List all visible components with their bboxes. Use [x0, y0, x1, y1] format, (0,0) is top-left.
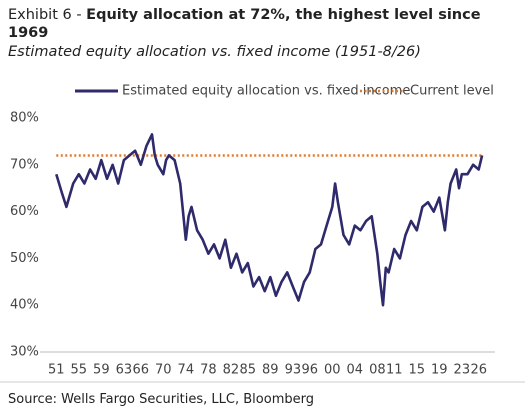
x-tick-label: 26 — [470, 363, 487, 378]
y-tick-label: 30% — [10, 345, 39, 360]
legend-label: Current level — [410, 84, 494, 99]
x-tick-label: 55 — [71, 363, 88, 378]
x-tick-label: 11 — [386, 363, 403, 378]
x-tick-label: 63 — [116, 363, 133, 378]
source: Source: Wells Fargo Securities, LLC, Blo… — [8, 392, 314, 407]
x-tick-label: 08 — [369, 363, 386, 378]
data-line — [55, 133, 484, 307]
legend-label: Estimated equity allocation vs. fixed in… — [122, 84, 410, 99]
y-tick-label: 80% — [10, 111, 39, 126]
y-tick-label: 60% — [10, 204, 39, 219]
y-tick-label: 70% — [10, 157, 39, 172]
x-tick-label: 23 — [454, 363, 471, 378]
chart-subtitle: Estimated equity allocation vs. fixed in… — [8, 44, 421, 60]
x-tick-label: 15 — [408, 363, 425, 378]
x-tick-label: 74 — [178, 363, 195, 378]
y-tick-label: 50% — [10, 251, 39, 266]
x-tick-label: 04 — [347, 363, 364, 378]
x-tick-label: 93 — [285, 363, 302, 378]
x-tick-label: 00 — [324, 363, 341, 378]
x-tick-label: 51 — [48, 363, 65, 378]
x-tick-label: 96 — [301, 363, 318, 378]
x-tick-label: 70 — [155, 363, 172, 378]
x-tick-label: 66 — [132, 363, 149, 378]
x-tick-label: 78 — [200, 363, 217, 378]
x-tick-label: 89 — [262, 363, 279, 378]
title-block: Exhibit 6 - Equity allocation at 72%, th… — [8, 6, 498, 42]
x-tick-label: 85 — [240, 363, 257, 378]
chart-title: Equity allocation at 72%, the highest le… — [8, 7, 481, 41]
exhibit-label: Exhibit 6 - — [8, 7, 82, 23]
x-tick-label: 82 — [223, 363, 240, 378]
x-tick-label: 19 — [431, 363, 448, 378]
y-tick-label: 40% — [10, 298, 39, 313]
x-tick-label: 59 — [93, 363, 110, 378]
